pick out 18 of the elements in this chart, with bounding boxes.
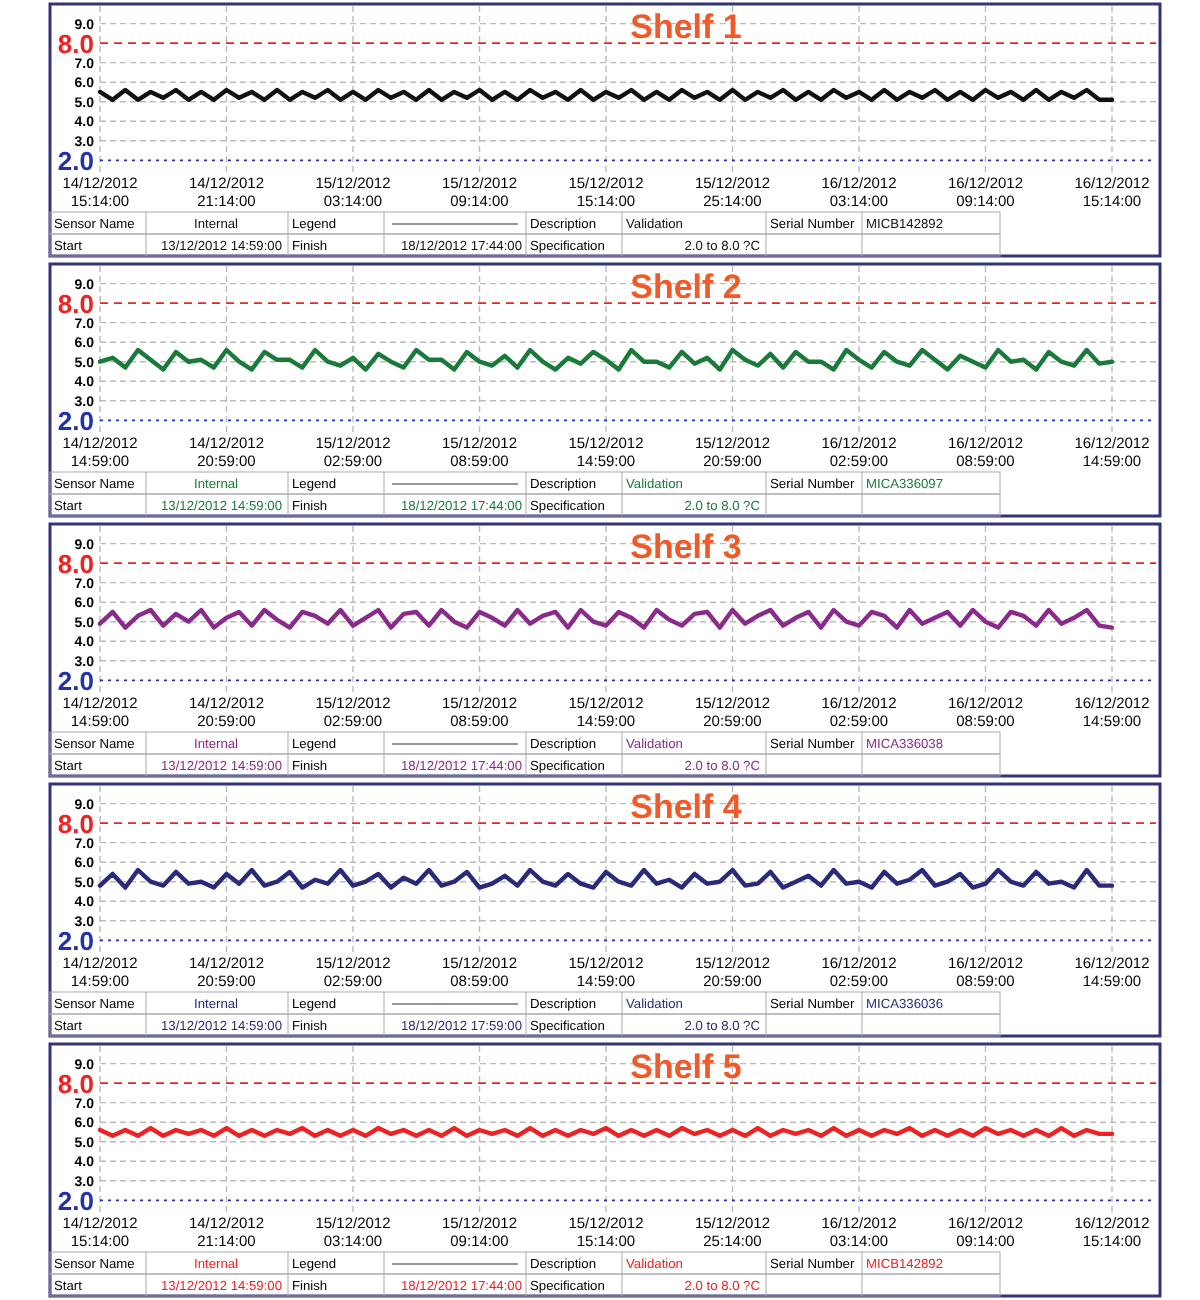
ref-line-label: 8.0 [57, 809, 94, 840]
ref-line-label: 8.0 [57, 29, 94, 60]
ref-line-label: 2.0 [57, 146, 94, 177]
chart-title: Shelf 1 [630, 8, 742, 46]
ref-line-label: 2.0 [57, 926, 94, 957]
ref-line-label: 8.0 [57, 549, 94, 580]
ref-line-label: 8.0 [57, 289, 94, 320]
chart-title: Shelf 2 [630, 268, 742, 306]
ref-line-label: 2.0 [57, 406, 94, 437]
ref-line-label: 8.0 [57, 1069, 94, 1100]
chart-title: Shelf 4 [630, 788, 743, 826]
chart-title: Shelf 5 [630, 1048, 742, 1086]
line-series [97, 867, 1115, 890]
ref-line-label: 2.0 [57, 666, 94, 697]
line-series [97, 347, 1115, 372]
chart-title: Shelf 3 [630, 528, 742, 566]
line-series [97, 607, 1115, 630]
ref-line-label: 2.0 [57, 1186, 94, 1217]
